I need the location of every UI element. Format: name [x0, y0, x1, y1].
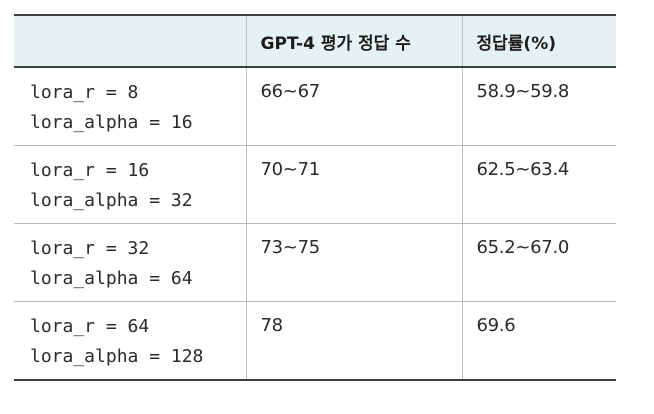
table-row: lora_r = 32 lora_alpha = 64 73~75 65.2~6… — [14, 223, 616, 302]
lora-alpha-value: lora_alpha = 16 — [30, 112, 193, 133]
lora-alpha-value: lora_alpha = 32 — [30, 190, 193, 211]
lora-alpha-value: lora_alpha = 64 — [30, 268, 193, 289]
correct-count-value: 70~71 — [260, 159, 321, 180]
accuracy-cell: 58.9~59.8 — [461, 67, 616, 146]
table-row: lora_r = 16 lora_alpha = 32 70~71 62.5~6… — [14, 145, 616, 224]
header-row: GPT-4 평가 정답 수 정답률(%) — [14, 14, 616, 68]
correct-count-cell: 70~71 — [245, 145, 462, 224]
param-cell: lora_r = 32 lora_alpha = 64 — [14, 223, 246, 302]
correct-count-cell: 78 — [245, 301, 462, 381]
correct-count-cell: 73~75 — [245, 223, 462, 302]
accuracy-cell: 69.6 — [461, 301, 616, 381]
lora-r-value: lora_r = 8 — [30, 82, 139, 103]
table-header: GPT-4 평가 정답 수 정답률(%) — [14, 14, 616, 68]
table-row: lora_r = 64 lora_alpha = 128 78 69.6 — [14, 301, 616, 381]
lora-r-value: lora_r = 16 — [30, 160, 150, 181]
header-correct-count: GPT-4 평가 정답 수 — [245, 14, 462, 68]
results-table-container: GPT-4 평가 정답 수 정답률(%) lora_r = 8 lora_alp… — [14, 14, 616, 381]
param-cell: lora_r = 64 lora_alpha = 128 — [14, 301, 246, 381]
accuracy-value: 65.2~67.0 — [476, 237, 570, 258]
param-cell: lora_r = 8 lora_alpha = 16 — [14, 67, 246, 146]
correct-count-value: 73~75 — [260, 237, 321, 258]
accuracy-value: 62.5~63.4 — [476, 159, 570, 180]
correct-count-value: 78 — [260, 315, 284, 336]
lora-results-table: GPT-4 평가 정답 수 정답률(%) lora_r = 8 lora_alp… — [14, 14, 616, 381]
param-cell: lora_r = 16 lora_alpha = 32 — [14, 145, 246, 224]
correct-count-cell: 66~67 — [245, 67, 462, 146]
header-empty-cell — [14, 14, 246, 68]
correct-count-value: 66~67 — [260, 81, 321, 102]
accuracy-value: 58.9~59.8 — [476, 81, 570, 102]
accuracy-value: 69.6 — [476, 315, 516, 336]
accuracy-cell: 62.5~63.4 — [461, 145, 616, 224]
lora-alpha-value: lora_alpha = 128 — [30, 346, 204, 367]
accuracy-cell: 65.2~67.0 — [461, 223, 616, 302]
lora-r-value: lora_r = 64 — [30, 316, 150, 337]
lora-r-value: lora_r = 32 — [30, 238, 150, 259]
header-accuracy: 정답률(%) — [461, 14, 616, 68]
table-body: lora_r = 8 lora_alpha = 16 66~67 58.9~59… — [14, 67, 616, 381]
table-row: lora_r = 8 lora_alpha = 16 66~67 58.9~59… — [14, 67, 616, 146]
